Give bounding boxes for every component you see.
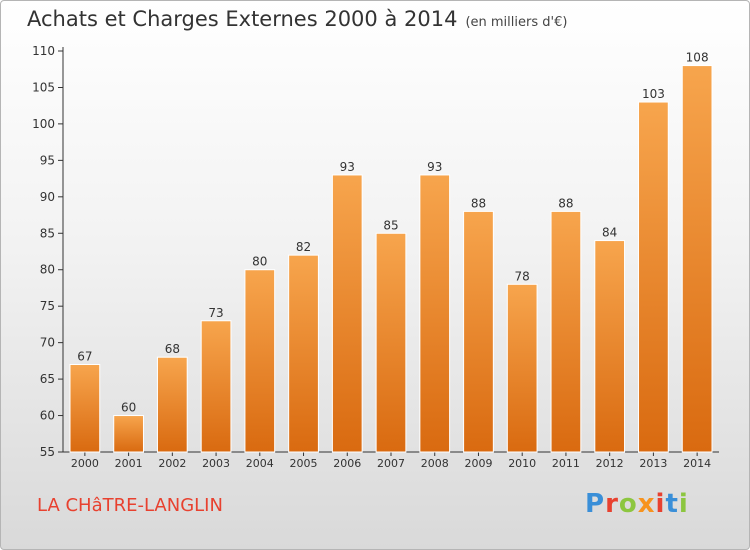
bar bbox=[681, 65, 713, 453]
data-label: 85 bbox=[383, 218, 398, 232]
logo-letter: i bbox=[655, 489, 666, 519]
data-label: 82 bbox=[296, 240, 311, 254]
x-tick-label: 2014 bbox=[683, 457, 711, 470]
y-tick-label: 60 bbox=[40, 409, 55, 423]
bar bbox=[550, 210, 582, 453]
bar bbox=[375, 232, 407, 453]
chart-title: Achats et Charges Externes 2000 à 2014 (e… bbox=[27, 7, 567, 31]
chart-axes: 55 60 65 70 75 80 85 90 95 100 105 110 2000 2001 2002 2… bbox=[32, 44, 719, 470]
data-label: 73 bbox=[208, 306, 223, 320]
data-label: 80 bbox=[252, 255, 267, 269]
proxiti-logo: Proxiti bbox=[585, 489, 689, 519]
chart-labels: 67 60 68 73 80 82 93 85 93 88 78 88 84 103 108 bbox=[77, 51, 708, 415]
bar bbox=[113, 415, 144, 453]
x-tick-label: 2005 bbox=[290, 457, 318, 470]
x-tick-label: 2003 bbox=[202, 457, 230, 470]
y-tick-label: 80 bbox=[40, 263, 55, 277]
y-tick-label: 105 bbox=[32, 80, 55, 94]
logo-letter: i bbox=[678, 489, 689, 519]
x-tick-label: 2000 bbox=[71, 457, 99, 470]
chart-title-text: Achats et Charges Externes 2000 à 2014 bbox=[27, 7, 458, 31]
y-tick-label: 75 bbox=[40, 299, 55, 313]
logo-letter: t bbox=[665, 489, 679, 519]
bar bbox=[463, 210, 494, 453]
x-tick-label: 2004 bbox=[246, 457, 274, 470]
data-label: 78 bbox=[515, 269, 530, 283]
y-tick-label: 100 bbox=[32, 117, 55, 131]
y-tick-label: 95 bbox=[40, 153, 55, 167]
data-label: 84 bbox=[602, 226, 617, 240]
bar bbox=[506, 283, 538, 453]
data-label: 108 bbox=[686, 51, 709, 65]
bar bbox=[638, 101, 669, 453]
logo-letter: o bbox=[618, 489, 638, 519]
x-tick-label: 2001 bbox=[115, 457, 143, 470]
data-label: 60 bbox=[121, 401, 136, 415]
y-tick-label: 70 bbox=[40, 336, 55, 350]
x-tick-label: 2002 bbox=[158, 457, 186, 470]
bar bbox=[594, 240, 626, 453]
data-label: 68 bbox=[165, 342, 180, 356]
y-tick-label: 65 bbox=[40, 372, 55, 386]
logo-letter: P bbox=[585, 489, 606, 519]
x-tick-label: 2011 bbox=[552, 457, 580, 470]
x-tick-label: 2010 bbox=[508, 457, 536, 470]
bar bbox=[244, 269, 276, 453]
data-label: 67 bbox=[77, 350, 92, 364]
y-tick-label: 110 bbox=[32, 44, 55, 58]
x-tick-label: 2012 bbox=[596, 457, 624, 470]
bar bbox=[288, 254, 319, 453]
x-tick-label: 2007 bbox=[377, 457, 405, 470]
chart-subtitle: (en milliers d'€) bbox=[465, 15, 568, 30]
bar bbox=[331, 174, 363, 453]
data-label: 88 bbox=[558, 196, 573, 210]
chart-bars bbox=[69, 65, 713, 453]
town-name: LA CHâTRE-LANGLIN bbox=[37, 495, 223, 516]
y-tick-label: 90 bbox=[40, 190, 55, 204]
bar bbox=[200, 320, 232, 453]
data-label: 93 bbox=[427, 160, 442, 174]
data-label: 93 bbox=[340, 160, 355, 174]
x-tick-label: 2008 bbox=[421, 457, 449, 470]
logo-letter: x bbox=[637, 489, 656, 519]
x-tick-label: 2009 bbox=[464, 457, 492, 470]
y-tick-label: 85 bbox=[40, 226, 55, 240]
x-tick-label: 2013 bbox=[639, 457, 667, 470]
bar bbox=[69, 364, 101, 453]
logo-letter: r bbox=[605, 489, 619, 519]
bar bbox=[156, 356, 188, 453]
y-tick-label: 55 bbox=[40, 445, 55, 459]
data-label: 103 bbox=[642, 87, 665, 101]
bar bbox=[419, 174, 451, 453]
data-label: 88 bbox=[471, 196, 486, 210]
x-tick-label: 2006 bbox=[333, 457, 361, 470]
